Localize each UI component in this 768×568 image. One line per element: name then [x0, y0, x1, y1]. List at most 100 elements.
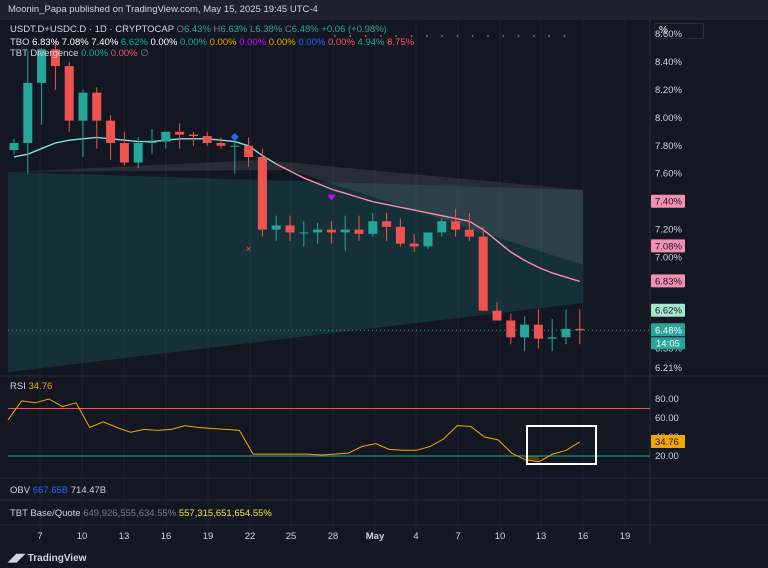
- signal-dot: [425, 35, 428, 37]
- candle-body: [492, 310, 502, 321]
- tbt-value-1: 649,926,555,634.55%: [83, 508, 177, 519]
- candle-body: [188, 134, 198, 137]
- divergence-label[interactable]: TBT Divergence: [10, 48, 79, 59]
- background: [0, 20, 768, 568]
- candle-body: [313, 229, 323, 233]
- tradingview-logo[interactable]: ◢◤ TradingView: [8, 551, 86, 564]
- tbo-value-4: 6.62%: [118, 37, 148, 48]
- obv-value-1: 667.65B: [32, 485, 69, 496]
- countdown-badge: [651, 337, 685, 350]
- tbo-value-7: 0.00%: [207, 37, 237, 48]
- candle-body: [451, 221, 461, 230]
- tbt-label[interactable]: TBT Base/Quote: [10, 508, 81, 519]
- price-badge-label: 7.08%: [655, 241, 682, 252]
- price-badge: [651, 303, 685, 317]
- signal-dot: [533, 35, 535, 37]
- candle-body: [78, 92, 88, 121]
- diamond-marker: [230, 133, 239, 142]
- price-badge-label: 7.40%: [655, 197, 682, 208]
- candle-body: [547, 337, 557, 339]
- price-badge: [651, 274, 685, 288]
- tbo-label[interactable]: TBO: [10, 37, 30, 48]
- tbo-value-2: 7.08%: [59, 37, 89, 48]
- time-tick-label: 7: [455, 531, 460, 542]
- cloud-upper: [8, 160, 583, 265]
- candle-body: [533, 324, 543, 339]
- tbo-value-3: 7.40%: [88, 37, 119, 48]
- time-tick-label: 25: [286, 531, 297, 542]
- tbo-value-10: 0.00%: [295, 37, 326, 48]
- time-tick-label: 16: [578, 531, 589, 542]
- rsi-label[interactable]: RSI: [10, 381, 26, 392]
- time-tick-label: 13: [119, 531, 130, 542]
- candle-body: [382, 221, 392, 227]
- price-tick-label: 8.00%: [655, 113, 682, 124]
- rsi-tick-label: 80.00: [655, 394, 679, 405]
- highlight-box: [526, 425, 597, 465]
- time-tick-label: 13: [536, 531, 547, 542]
- price-tick-label: 7.00%: [655, 253, 682, 264]
- time-tick-label: 28: [328, 531, 339, 542]
- grid: [0, 20, 768, 568]
- candle-body: [520, 324, 530, 338]
- countdown-label: 14:05: [656, 338, 680, 349]
- low-value: 6.38%: [255, 24, 283, 35]
- time-tick-label: 10: [77, 531, 88, 542]
- open-value: 6.43%: [183, 24, 211, 35]
- symbol-label[interactable]: USDT.D+USDC.D · 1D · CRYPTOCAP: [10, 24, 174, 35]
- tbo-value-11: 0.00%: [325, 37, 355, 48]
- signal-dot: [349, 35, 352, 37]
- candle-body: [409, 243, 419, 247]
- obv-legend: OBV 667.65B 714.47B: [10, 485, 106, 496]
- candle-body: [285, 225, 295, 233]
- price-badge: [651, 194, 685, 208]
- candle-body: [437, 221, 447, 233]
- candle-body: [23, 82, 33, 143]
- signal-dot: [517, 35, 520, 37]
- signal-dot: [471, 35, 474, 37]
- divergence-value-2: 0.00%: [110, 48, 138, 59]
- price-badge-label: 6.62%: [655, 306, 682, 317]
- axis-layer: 8.60% 8.40% 8.20% 8.00% 7.80% 7.60% 7.20% 7.00%…: [37, 29, 685, 542]
- candle-body: [257, 156, 267, 230]
- axis-mode-button[interactable]: %: [654, 23, 704, 39]
- candle-body: [244, 145, 254, 157]
- publish-bar: Moonin_Papa published on TradingView.com…: [0, 0, 768, 20]
- time-tick-label: 19: [620, 531, 631, 542]
- tbo-value-5: 0.00%: [147, 37, 178, 48]
- tbt-value-2: 557,315,651,654.55%: [178, 508, 272, 519]
- candle-body: [354, 229, 364, 234]
- candle-body: [506, 320, 516, 338]
- candle-body: [299, 232, 309, 234]
- candle-body: [161, 131, 171, 142]
- tv-logo-icon: ◢◤: [8, 552, 25, 564]
- price-badge: [651, 323, 685, 337]
- candle-body: [147, 141, 157, 143]
- candle-body: [175, 131, 185, 135]
- candle-body: [575, 328, 585, 331]
- price-badge: [651, 239, 685, 253]
- rsi-value-badge: [651, 434, 685, 448]
- signal-dot: [410, 35, 413, 37]
- candle-body: [368, 221, 378, 234]
- tbo-value-13: 8.75%: [384, 37, 415, 48]
- signal-dot: [456, 35, 459, 37]
- tbo-value-8: 0.00%: [236, 37, 267, 48]
- divergence-value-1: 0.00%: [81, 48, 109, 59]
- candle-body: [326, 229, 336, 233]
- rsi-oversold-fill: [525, 456, 539, 462]
- signal-dot: [380, 35, 382, 37]
- rsi-line: [7, 398, 581, 463]
- obv-label[interactable]: OBV: [10, 485, 31, 496]
- tbt-legend: TBT Base/Quote 649,926,555,634.55% 557,3…: [10, 508, 272, 519]
- candle-body: [64, 66, 74, 121]
- price-tick-label: 8.20%: [655, 85, 682, 96]
- candle-body: [202, 136, 212, 143]
- tbo-value-9: 0.00%: [266, 37, 296, 48]
- legend-symbol-row: USDT.D+USDC.D · 1D · CRYPTOCAP O6.43% H6…: [10, 24, 387, 35]
- signal-dot: [502, 35, 505, 37]
- tbo-value-6: 0.00%: [177, 37, 207, 48]
- triangle-marker: [327, 194, 336, 201]
- time-tick-label: 22: [245, 531, 256, 542]
- price-tick-label: 7.80%: [655, 141, 682, 152]
